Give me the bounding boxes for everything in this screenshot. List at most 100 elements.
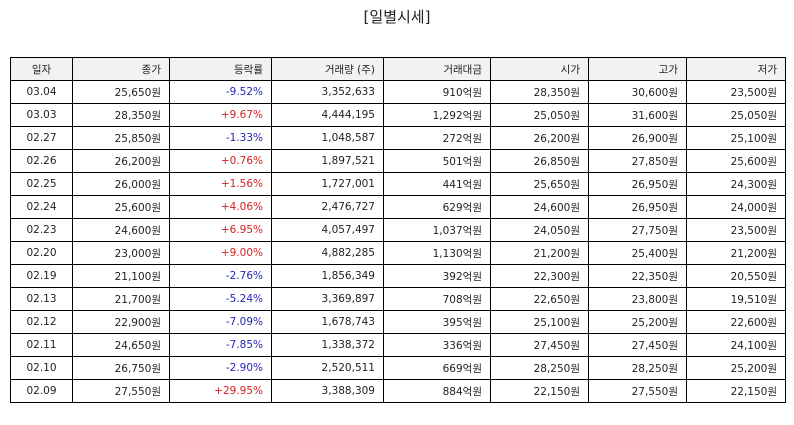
header-high: 고가 <box>588 57 687 81</box>
table-row: 02.11 24,650원 -7.85% 1,338,372 336억원 27,450원 2… <box>10 333 786 357</box>
cell-volume: 4,444,195 <box>271 103 384 127</box>
cell-date: 02.26 <box>10 149 73 173</box>
cell-date: 02.13 <box>10 287 73 311</box>
cell-amount: 395억원 <box>383 310 491 334</box>
cell-change: -7.09% <box>169 310 272 334</box>
cell-high: 30,600원 <box>588 80 687 104</box>
cell-high: 25,200원 <box>588 310 687 334</box>
cell-high: 27,450원 <box>588 333 687 357</box>
cell-low: 22,150원 <box>686 379 786 403</box>
cell-volume: 1,048,587 <box>271 126 384 150</box>
cell-amount: 501억원 <box>383 149 491 173</box>
cell-amount: 392억원 <box>383 264 491 288</box>
table-row: 02.19 21,100원 -2.76% 1,856,349 392억원 22,300원 2… <box>10 264 786 288</box>
cell-date: 02.19 <box>10 264 73 288</box>
cell-high: 27,750원 <box>588 218 687 242</box>
cell-volume: 2,476,727 <box>271 195 384 219</box>
cell-low: 22,600원 <box>686 310 786 334</box>
cell-close: 21,100원 <box>72 264 170 288</box>
cell-volume: 2,520,511 <box>271 356 384 380</box>
cell-close: 26,000원 <box>72 172 170 196</box>
cell-high: 23,800원 <box>588 287 687 311</box>
table-row: 02.10 26,750원 -2.90% 2,520,511 669억원 28,250원 2… <box>10 356 786 380</box>
cell-high: 31,600원 <box>588 103 687 127</box>
cell-open: 22,650원 <box>490 287 589 311</box>
header-close: 종가 <box>72 57 170 81</box>
cell-close: 27,550원 <box>72 379 170 403</box>
cell-low: 25,600원 <box>686 149 786 173</box>
cell-open: 22,300원 <box>490 264 589 288</box>
cell-volume: 4,057,497 <box>271 218 384 242</box>
cell-low: 25,100원 <box>686 126 786 150</box>
table-header-row: 일자 종가 등락률 거래량 (주) 거래대금 시가 고가 저가 <box>10 57 786 81</box>
cell-amount: 1,292억원 <box>383 103 491 127</box>
cell-date: 03.04 <box>10 80 73 104</box>
cell-volume: 1,856,349 <box>271 264 384 288</box>
cell-change: -2.76% <box>169 264 272 288</box>
cell-close: 21,700원 <box>72 287 170 311</box>
cell-change: -5.24% <box>169 287 272 311</box>
cell-date: 02.11 <box>10 333 73 357</box>
cell-low: 25,200원 <box>686 356 786 380</box>
cell-date: 02.23 <box>10 218 73 242</box>
cell-open: 27,450원 <box>490 333 589 357</box>
cell-low: 24,100원 <box>686 333 786 357</box>
cell-volume: 1,727,001 <box>271 172 384 196</box>
cell-close: 24,600원 <box>72 218 170 242</box>
table-row: 02.23 24,600원 +6.95% 4,057,497 1,037억원 24,050… <box>10 218 786 242</box>
page-title: [일별시세] <box>363 8 431 26</box>
cell-low: 23,500원 <box>686 218 786 242</box>
table-row: 02.24 25,600원 +4.06% 2,476,727 629억원 24,600원 2… <box>10 195 786 219</box>
cell-date: 03.03 <box>10 103 73 127</box>
table-row: 03.04 25,650원 -9.52% 3,352,633 910억원 28,350원 3… <box>10 80 786 104</box>
cell-close: 25,650원 <box>72 80 170 104</box>
cell-open: 26,200원 <box>490 126 589 150</box>
cell-open: 25,650원 <box>490 172 589 196</box>
cell-high: 27,550원 <box>588 379 687 403</box>
cell-high: 26,900원 <box>588 126 687 150</box>
cell-volume: 3,352,633 <box>271 80 384 104</box>
cell-close: 24,650원 <box>72 333 170 357</box>
cell-close: 25,600원 <box>72 195 170 219</box>
cell-high: 28,250원 <box>588 356 687 380</box>
cell-amount: 1,037억원 <box>383 218 491 242</box>
cell-volume: 1,338,372 <box>271 333 384 357</box>
cell-low: 25,050원 <box>686 103 786 127</box>
cell-amount: 441억원 <box>383 172 491 196</box>
cell-low: 23,500원 <box>686 80 786 104</box>
cell-amount: 336억원 <box>383 333 491 357</box>
cell-close: 26,200원 <box>72 149 170 173</box>
cell-open: 25,050원 <box>490 103 589 127</box>
cell-close: 28,350원 <box>72 103 170 127</box>
cell-high: 25,400원 <box>588 241 687 265</box>
table-row: 02.12 22,900원 -7.09% 1,678,743 395억원 25,100원 2… <box>10 310 786 334</box>
header-volume: 거래량 (주) <box>271 57 384 81</box>
cell-close: 22,900원 <box>72 310 170 334</box>
cell-open: 28,250원 <box>490 356 589 380</box>
cell-open: 24,050원 <box>490 218 589 242</box>
cell-date: 02.09 <box>10 379 73 403</box>
cell-date: 02.12 <box>10 310 73 334</box>
cell-change: +9.00% <box>169 241 272 265</box>
cell-open: 21,200원 <box>490 241 589 265</box>
cell-change: +6.95% <box>169 218 272 242</box>
cell-amount: 910억원 <box>383 80 491 104</box>
cell-change: -7.85% <box>169 333 272 357</box>
cell-low: 24,300원 <box>686 172 786 196</box>
cell-amount: 629억원 <box>383 195 491 219</box>
table-row: 03.03 28,350원 +9.67% 4,444,195 1,292억원 25,050… <box>10 103 786 127</box>
header-low: 저가 <box>686 57 786 81</box>
header-change: 등락률 <box>169 57 272 81</box>
cell-volume: 1,897,521 <box>271 149 384 173</box>
cell-change: +0.76% <box>169 149 272 173</box>
table-row: 02.09 27,550원 +29.95% 3,388,309 884억원 22,150원… <box>10 379 786 403</box>
cell-high: 27,850원 <box>588 149 687 173</box>
header-open: 시가 <box>490 57 589 81</box>
cell-date: 02.24 <box>10 195 73 219</box>
table-row: 02.20 23,000원 +9.00% 4,882,285 1,130억원 21,200… <box>10 241 786 265</box>
cell-volume: 3,388,309 <box>271 379 384 403</box>
cell-open: 22,150원 <box>490 379 589 403</box>
header-date: 일자 <box>10 57 73 81</box>
cell-volume: 4,882,285 <box>271 241 384 265</box>
cell-change: +29.95% <box>169 379 272 403</box>
